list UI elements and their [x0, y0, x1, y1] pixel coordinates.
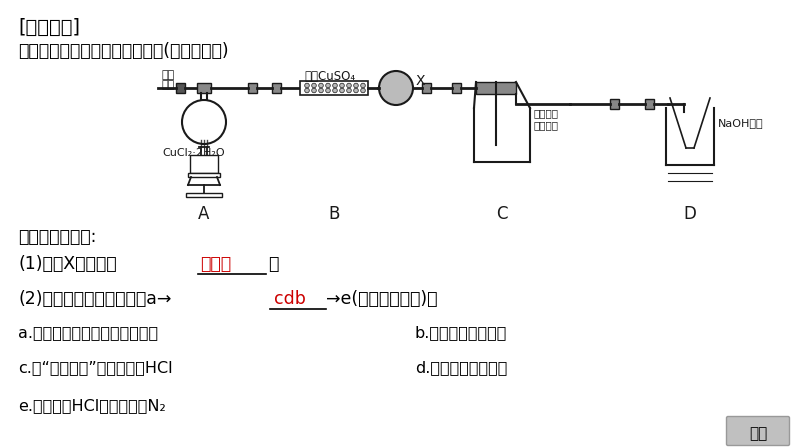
- Circle shape: [353, 88, 358, 93]
- Bar: [188, 173, 220, 177]
- Bar: [176, 83, 185, 93]
- Circle shape: [340, 83, 345, 88]
- Text: 该小组用下图所示装置进行实验(夹持仪器略): 该小组用下图所示装置进行实验(夹持仪器略): [18, 42, 229, 60]
- Circle shape: [347, 83, 351, 88]
- Text: e.停止通入HCl，然后通入N₂: e.停止通入HCl，然后通入N₂: [18, 398, 166, 413]
- Text: B: B: [328, 205, 340, 223]
- Circle shape: [353, 83, 358, 88]
- Text: 石蕊试纸: 石蕊试纸: [534, 120, 559, 130]
- Bar: [190, 155, 218, 173]
- Text: 无水CuSO₄: 无水CuSO₄: [304, 70, 356, 83]
- Circle shape: [340, 88, 345, 93]
- Bar: [197, 83, 211, 93]
- Text: D: D: [684, 205, 696, 223]
- Bar: [248, 83, 257, 93]
- Text: (1)仪器X的名称是: (1)仪器X的名称是: [18, 255, 117, 273]
- Circle shape: [333, 83, 337, 88]
- Text: c.在“气体入口”处通入干燥HCl: c.在“气体入口”处通入干燥HCl: [18, 360, 172, 375]
- Text: 干燥管: 干燥管: [200, 255, 231, 273]
- Circle shape: [318, 88, 323, 93]
- Text: →e(填操作的编号)。: →e(填操作的编号)。: [326, 290, 437, 308]
- Text: 湿润蓝色: 湿润蓝色: [534, 108, 559, 118]
- Circle shape: [360, 88, 365, 93]
- Bar: [422, 83, 431, 93]
- Text: 答案: 答案: [749, 426, 767, 442]
- Text: 气体: 气体: [161, 70, 175, 80]
- Circle shape: [379, 71, 413, 105]
- Text: A: A: [198, 205, 210, 223]
- Bar: [452, 83, 461, 93]
- Text: 。: 。: [268, 255, 279, 273]
- Circle shape: [360, 83, 365, 88]
- Text: b.息灭酒精灯，冷却: b.息灭酒精灯，冷却: [415, 325, 507, 340]
- Circle shape: [347, 88, 351, 93]
- Text: d.点燃酒精灯，加热: d.点燃酒精灯，加热: [415, 360, 507, 375]
- Bar: [186, 193, 222, 197]
- Text: [实验探究]: [实验探究]: [18, 18, 80, 37]
- Text: (2)实验操作的先后顺序是a→: (2)实验操作的先后顺序是a→: [18, 290, 172, 308]
- Text: 请回答下列问题:: 请回答下列问题:: [18, 228, 96, 246]
- Text: C: C: [496, 205, 507, 223]
- Circle shape: [318, 83, 323, 88]
- Circle shape: [333, 88, 337, 93]
- Text: cdb: cdb: [274, 290, 306, 308]
- Circle shape: [305, 83, 310, 88]
- FancyBboxPatch shape: [727, 417, 789, 446]
- Circle shape: [326, 88, 330, 93]
- Circle shape: [312, 88, 316, 93]
- Text: a.检查装置的气密性后加入药品: a.检查装置的气密性后加入药品: [18, 325, 158, 340]
- Bar: [272, 83, 281, 93]
- Bar: [300, 81, 368, 95]
- Bar: [645, 99, 654, 109]
- Circle shape: [182, 100, 226, 144]
- Text: NaOH溶液: NaOH溶液: [718, 118, 764, 128]
- Circle shape: [312, 83, 316, 88]
- Text: CuCl₂·2H₂O: CuCl₂·2H₂O: [162, 148, 225, 158]
- Text: 入口: 入口: [161, 80, 175, 90]
- Bar: [476, 82, 516, 94]
- Bar: [610, 99, 619, 109]
- Circle shape: [305, 88, 310, 93]
- Circle shape: [326, 83, 330, 88]
- Text: X: X: [416, 74, 426, 88]
